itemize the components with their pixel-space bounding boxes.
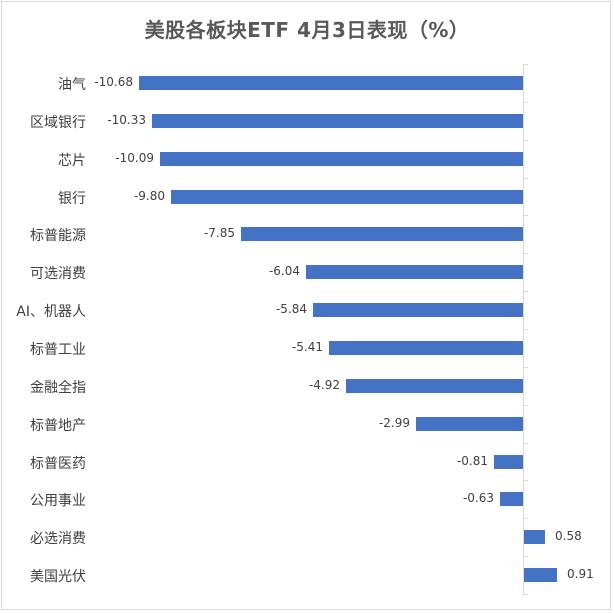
data-label: -7.85 [203, 226, 235, 240]
bar-row: AI、机器人 -5.84 [0, 291, 614, 329]
category-label: 标普工业 [30, 342, 86, 358]
category-label: 油气 [58, 77, 86, 93]
bar [500, 492, 523, 506]
bar [152, 114, 523, 128]
category-label: 可选消费 [30, 266, 86, 282]
data-label: -10.09 [115, 151, 154, 165]
axis-tick [523, 253, 528, 254]
axis-tick [523, 405, 528, 406]
data-label: -9.80 [133, 189, 165, 203]
bar [139, 76, 523, 90]
bar [329, 341, 523, 355]
bar-row: 标普工业 -5.41 [0, 329, 614, 367]
category-label: AI、机器人 [16, 304, 86, 320]
bar-row: 银行 -9.80 [0, 178, 614, 216]
category-label: 标普医药 [30, 456, 86, 472]
bar [524, 568, 557, 582]
bar [346, 379, 523, 393]
data-label: -5.41 [291, 340, 323, 354]
data-label: -2.99 [378, 416, 410, 430]
bar [313, 303, 523, 317]
category-label: 银行 [58, 191, 86, 207]
axis-tick [523, 480, 528, 481]
axis-tick [523, 556, 528, 557]
data-label: -4.92 [308, 378, 340, 392]
category-label: 金融全指 [30, 380, 86, 396]
axis-tick [523, 64, 528, 65]
bar-row: 必选消费 0.58 [0, 518, 614, 556]
bar [494, 455, 523, 469]
axis-tick [523, 102, 528, 103]
axis-tick [523, 594, 528, 595]
category-label: 标普地产 [30, 418, 86, 434]
axis-tick [523, 140, 528, 141]
bar [171, 190, 523, 204]
data-label: -10.68 [94, 75, 133, 89]
bar-row: 油气 -10.68 [0, 64, 614, 102]
data-label: -10.33 [107, 113, 146, 127]
bar-row: 公用事业 -0.63 [0, 480, 614, 518]
axis-tick [523, 518, 528, 519]
category-label: 芯片 [58, 153, 86, 169]
data-label: -0.81 [456, 454, 488, 468]
axis-tick [523, 291, 528, 292]
category-label: 必选消费 [30, 531, 86, 547]
axis-tick [523, 329, 528, 330]
category-label: 标普能源 [30, 228, 86, 244]
axis-tick [523, 178, 528, 179]
category-label: 美国光伏 [30, 569, 86, 585]
chart-title: 美股各板块ETF 4月3日表现（%） [144, 18, 470, 42]
bar-row: 区域银行 -10.33 [0, 102, 614, 140]
category-label: 公用事业 [30, 493, 86, 509]
axis-tick [523, 443, 528, 444]
bar [416, 417, 523, 431]
data-label: 0.58 [555, 529, 582, 543]
bar-row: 金融全指 -4.92 [0, 367, 614, 405]
bar-row: 标普能源 -7.85 [0, 215, 614, 253]
data-label: 0.91 [567, 567, 594, 581]
axis-tick [523, 367, 528, 368]
bar [241, 227, 523, 241]
bar [524, 530, 545, 544]
axis-tick [523, 215, 528, 216]
data-label: -6.04 [268, 264, 300, 278]
bar-row: 标普医药 -0.81 [0, 443, 614, 481]
bar-row: 美国光伏 0.91 [0, 556, 614, 594]
data-label: -5.84 [275, 302, 307, 316]
bar-row: 芯片 -10.09 [0, 140, 614, 178]
category-label: 区域银行 [30, 115, 86, 131]
bar [306, 265, 523, 279]
bar [160, 152, 523, 166]
data-label: -0.63 [462, 491, 494, 505]
bar-row: 可选消费 -6.04 [0, 253, 614, 291]
bar-row: 标普地产 -2.99 [0, 405, 614, 443]
